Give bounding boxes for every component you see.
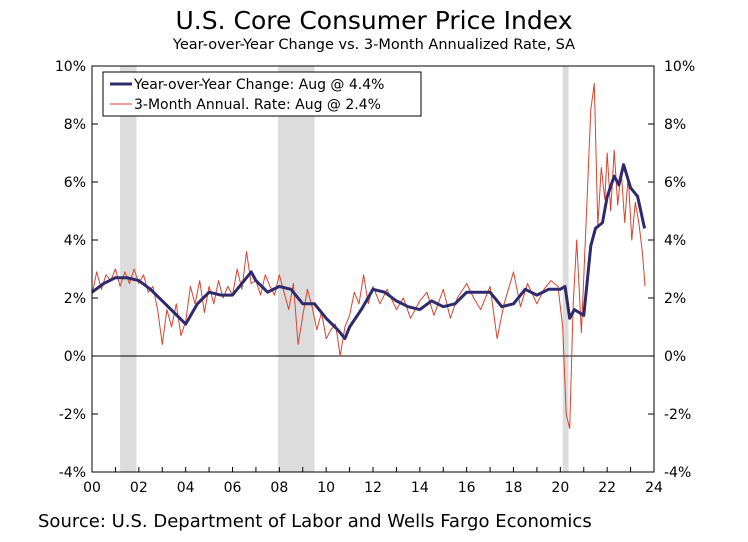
y-tick-label-right: 0% bbox=[664, 349, 686, 365]
series-line-yoy bbox=[91, 163, 647, 341]
y-tick-label-right: 8% bbox=[664, 117, 686, 133]
y-tick-label-left: 0% bbox=[64, 349, 86, 365]
y-tick-label-left: 4% bbox=[64, 233, 86, 249]
x-tick-label: 14 bbox=[411, 480, 429, 496]
source-note: Source: U.S. Department of Labor and Wel… bbox=[38, 511, 592, 532]
x-tick-label: 02 bbox=[130, 480, 148, 496]
legend-label-yoy: Year-over-Year Change: Aug @ 4.4% bbox=[133, 77, 384, 93]
recession-band bbox=[278, 66, 315, 472]
recession-band bbox=[120, 66, 137, 472]
x-tick-label: 20 bbox=[551, 480, 569, 496]
recession-bands bbox=[120, 66, 569, 472]
y-tick-label-left: 8% bbox=[64, 117, 86, 133]
x-tick-label: 24 bbox=[645, 480, 663, 496]
x-tick-label: 08 bbox=[270, 480, 288, 496]
legend-label-3m: 3-Month Annual. Rate: Aug @ 2.4% bbox=[134, 97, 381, 113]
chart-title: U.S. Core Consumer Price Index bbox=[175, 6, 573, 35]
x-tick-label: 18 bbox=[505, 480, 523, 496]
y-tick-label-right: -4% bbox=[664, 465, 691, 481]
legend-box bbox=[102, 71, 422, 117]
x-tick-label: 12 bbox=[364, 480, 382, 496]
chart-subtitle: Year-over-Year Change vs. 3-Month Annual… bbox=[172, 37, 576, 53]
x-tick-label: 06 bbox=[224, 480, 242, 496]
x-axis: 00 02 04 06 08 10 12 14 16 18 20 22 24 bbox=[83, 467, 663, 496]
x-tick-label: 10 bbox=[317, 480, 335, 496]
y-tick-label-right: 10% bbox=[664, 59, 695, 75]
y-tick-label-right: 4% bbox=[664, 233, 686, 249]
y-tick-label-left: 2% bbox=[64, 291, 86, 307]
y-axis-left: -4% -2% 0% 2% 4% 6% 8% 10% bbox=[55, 59, 98, 481]
x-tick-label: 04 bbox=[177, 480, 195, 496]
y-axis-right: -4% -2% 0% 2% 4% 6% 8% 10% bbox=[648, 59, 695, 481]
series-line-3m bbox=[91, 82, 646, 429]
y-tick-label-right: -2% bbox=[664, 407, 691, 423]
x-tick-label: 00 bbox=[83, 480, 101, 496]
x-tick-label: 16 bbox=[458, 480, 476, 496]
legend: Year-over-Year Change: Aug @ 4.4% 3-Mont… bbox=[102, 71, 422, 117]
y-tick-label-left: -4% bbox=[59, 465, 86, 481]
y-tick-label-right: 2% bbox=[664, 291, 686, 307]
y-tick-label-left: 6% bbox=[64, 175, 86, 191]
y-tick-label-right: 6% bbox=[664, 175, 686, 191]
x-tick-label: 22 bbox=[598, 480, 616, 496]
recession-band bbox=[562, 66, 569, 472]
series-layer bbox=[91, 82, 647, 429]
y-tick-label-left: -2% bbox=[59, 407, 86, 423]
y-tick-label-left: 10% bbox=[55, 59, 86, 75]
line-chart: -4%-2%0%2%4%6%8%10% -4%-2%0%2%4%6%8%10% … bbox=[55, 59, 695, 496]
